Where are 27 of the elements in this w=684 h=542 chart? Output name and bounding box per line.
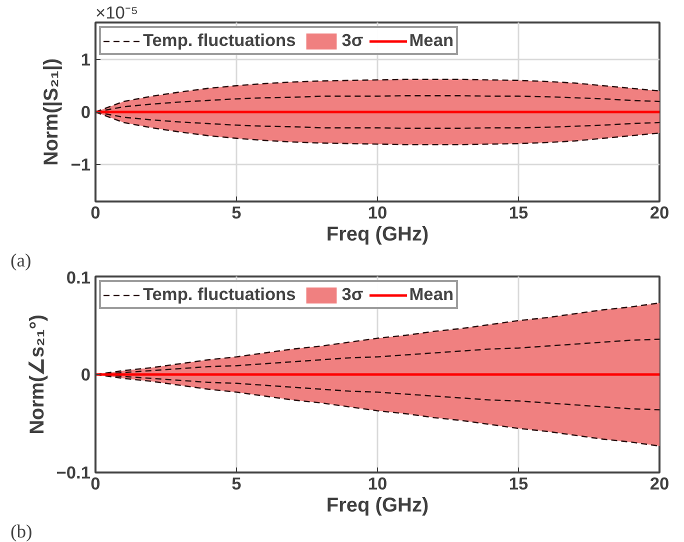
- y-axis-title: Norm(∠s₂₁°): [26, 314, 48, 434]
- x-tick-label: 5: [232, 202, 242, 222]
- x-tick-label: 10: [368, 202, 388, 222]
- y-tick-label: −0.1: [56, 462, 91, 482]
- x-tick-label: 20: [650, 202, 670, 222]
- x-tick-label: 5: [232, 474, 242, 494]
- y-tick-label: 0.1: [66, 268, 91, 288]
- y-tick-label: 0: [80, 102, 91, 122]
- x-tick-label: 15: [508, 202, 528, 222]
- x-axis-title: Freq (GHz): [326, 224, 429, 246]
- x-tick-label: 10: [368, 474, 388, 494]
- legend-label: 3σ: [342, 30, 364, 51]
- legend-label: Temp. fluctuations: [143, 284, 296, 305]
- y-axis-title: Norm(|S₂₁|): [40, 58, 63, 166]
- text: (b): [10, 522, 32, 542]
- x-tick-label: 15: [508, 474, 528, 494]
- text: ×10⁻⁵: [96, 2, 138, 22]
- y-tick-label: −1: [70, 154, 91, 175]
- x-axis-title: Freq (GHz): [326, 494, 429, 516]
- legend-label: 3σ: [342, 284, 364, 305]
- legend-label: Mean: [409, 284, 454, 305]
- legend-label: Temp. fluctuations: [143, 30, 296, 51]
- y-tick-label: 0: [80, 364, 91, 384]
- y-tick-label: 1: [80, 49, 91, 70]
- text: (a): [10, 250, 32, 272]
- x-tick-label: 20: [650, 474, 670, 494]
- legend-label: Mean: [409, 30, 454, 51]
